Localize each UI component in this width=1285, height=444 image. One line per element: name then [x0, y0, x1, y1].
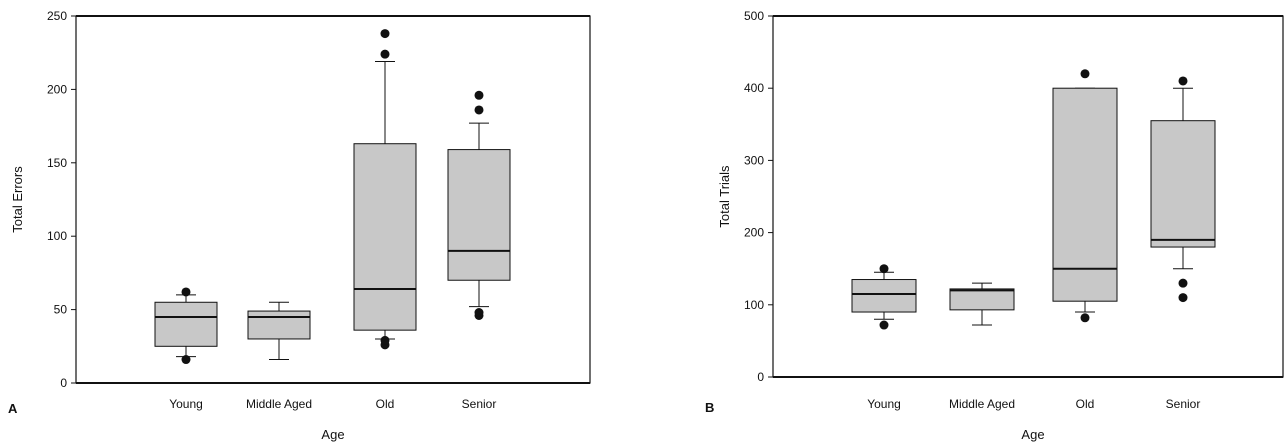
plot-frame — [75, 15, 591, 384]
y-tick-label-250: 250 — [47, 9, 67, 23]
iqr-box-young — [154, 301, 218, 347]
y-tick-label-300: 300 — [744, 153, 764, 167]
y-tick-label-500: 500 — [744, 9, 764, 23]
outlier-point-old-1 — [1080, 69, 1090, 79]
x-tick-label-old: Old — [1076, 397, 1095, 411]
x-tick-label-young: Young — [169, 397, 203, 411]
box-old — [1052, 69, 1118, 323]
y-tick-label-400: 400 — [744, 81, 764, 95]
outlier-point-old-0 — [1080, 313, 1090, 323]
x-axis-title: Age — [321, 427, 344, 442]
outlier-point-senior-2 — [1178, 76, 1188, 86]
box-young — [851, 264, 917, 330]
y-tick-label-50: 50 — [54, 303, 68, 317]
iqr-box-old — [1052, 87, 1118, 302]
outlier-point-old-2 — [380, 49, 390, 59]
y-axis-title: Total Errors — [10, 166, 25, 233]
y-axis-title: Total Trials — [717, 165, 732, 228]
y-tick-label-0: 0 — [60, 376, 67, 390]
iqr-box-senior — [447, 149, 511, 281]
outlier-point-young-1 — [879, 264, 889, 274]
outlier-point-old-1 — [380, 335, 390, 345]
iqr-box-middle-aged — [949, 288, 1015, 311]
y-tick-label-0: 0 — [757, 370, 764, 384]
panel-a: 0 50 100 150 200 250 Total Errors Young Middle A… — [8, 9, 591, 442]
outlier-point-young-0 — [879, 320, 889, 330]
x-tick-label-old: Old — [376, 397, 395, 411]
outlier-point-senior-0 — [1178, 293, 1188, 303]
box-old — [353, 29, 417, 350]
x-tick-label-middle-aged: Middle Aged — [949, 397, 1015, 411]
box-young — [154, 287, 218, 365]
iqr-box-senior — [1150, 120, 1216, 248]
y-tick-label-100: 100 — [47, 229, 67, 243]
x-tick-label-young: Young — [867, 397, 901, 411]
outlier-point-senior-3 — [474, 90, 484, 100]
box-middle-aged — [247, 301, 311, 361]
outlier-point-senior-1 — [474, 308, 484, 318]
outlier-point-senior-1 — [1178, 278, 1188, 288]
panel-b: 0 100 200 300 400 500 Total Trials Young Middle … — [705, 9, 1284, 442]
y-tick-label-100: 100 — [744, 298, 764, 312]
panel-letter: A — [8, 401, 18, 416]
box-senior — [1150, 76, 1216, 303]
outlier-point-young-1 — [181, 287, 191, 297]
y-tick-label-200: 200 — [744, 226, 764, 240]
panel-letter: B — [705, 400, 714, 415]
x-axis-title: Age — [1021, 427, 1044, 442]
box-senior — [447, 90, 511, 320]
iqr-box-old — [353, 143, 417, 331]
iqr-box-middle-aged — [247, 310, 311, 340]
y-tick-label-150: 150 — [47, 156, 67, 170]
outlier-point-young-0 — [181, 355, 191, 365]
x-tick-label-middle-aged: Middle Aged — [246, 397, 312, 411]
box-middle-aged — [949, 282, 1015, 326]
outlier-point-senior-2 — [474, 105, 484, 115]
y-tick-label-200: 200 — [47, 82, 67, 96]
x-tick-label-senior: Senior — [462, 397, 497, 411]
outlier-point-old-3 — [380, 29, 390, 39]
x-tick-label-senior: Senior — [1166, 397, 1201, 411]
iqr-box-young — [851, 279, 917, 313]
